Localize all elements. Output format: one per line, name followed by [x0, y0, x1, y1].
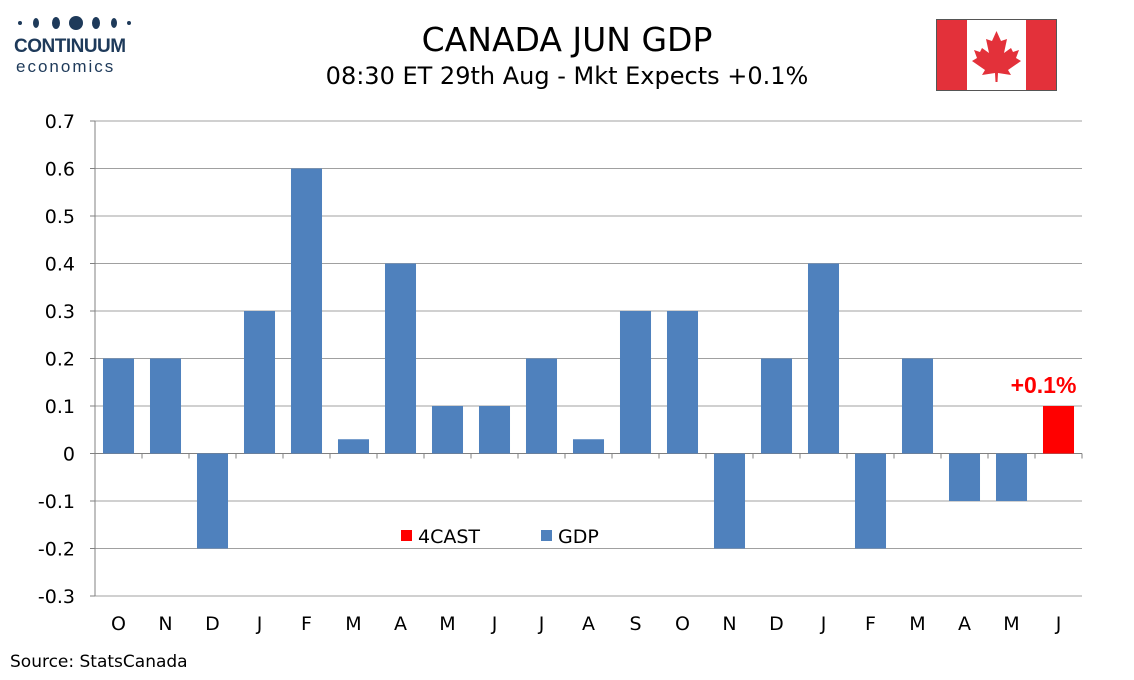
gdp-bar — [149, 358, 182, 454]
x-tick-label: O — [111, 613, 126, 635]
canada-flag-icon — [936, 19, 1057, 91]
x-tick-label: S — [629, 613, 641, 635]
y-tick-label: 0.5 — [45, 206, 75, 228]
forecast-bar — [1042, 406, 1075, 454]
gdp-bar — [619, 311, 652, 454]
gdp-bar — [666, 311, 699, 454]
gdp-bar — [337, 439, 370, 454]
gdp-bar — [948, 453, 981, 501]
x-tick-label: N — [158, 613, 172, 635]
y-tick-label: 0.3 — [45, 301, 75, 323]
chart-subtitle: 08:30 ET 29th Aug - Mkt Expects +0.1% — [325, 62, 809, 90]
x-tick-label: A — [582, 613, 595, 635]
x-tick-label: F — [865, 613, 876, 635]
logo-name: CONTINUUM — [14, 36, 126, 57]
x-tick-label: A — [394, 613, 407, 635]
gdp-bar — [901, 358, 934, 454]
gdp-bar — [478, 406, 511, 454]
legend-swatch — [401, 530, 412, 541]
x-tick-label: A — [958, 613, 971, 635]
y-tick-label: 0.6 — [45, 159, 75, 181]
x-tick-label: N — [722, 613, 736, 635]
y-tick-label: -0.1 — [38, 491, 75, 513]
x-tick-label: J — [820, 613, 827, 635]
y-tick-label: -0.3 — [38, 586, 75, 608]
y-tick-label: -0.2 — [38, 539, 75, 561]
x-tick-label: M — [345, 613, 361, 635]
x-tick-label: J — [491, 613, 498, 635]
x-tick-label: M — [439, 613, 455, 635]
x-tick-label: M — [909, 613, 925, 635]
y-tick-label: 0 — [63, 444, 75, 466]
y-tick-label: 0.2 — [45, 349, 75, 371]
x-tick-label: O — [675, 613, 690, 635]
continuum-logo: CONTINUUM economics — [14, 14, 144, 76]
gdp-bar — [760, 358, 793, 454]
y-tick-label: 0.1 — [45, 396, 75, 418]
gdp-bar — [525, 358, 558, 454]
gdp-bar — [290, 168, 323, 454]
gdp-bar — [995, 453, 1028, 501]
chart-title: CANADA JUN GDP — [421, 20, 713, 59]
legend-label: 4CAST — [418, 526, 480, 548]
gdp-bar — [243, 311, 276, 454]
x-tick-label: D — [205, 613, 220, 635]
x-tick-label: J — [538, 613, 545, 635]
x-tick-label: M — [1003, 613, 1019, 635]
legend-label: GDP — [558, 526, 599, 548]
y-tick-label: 0.4 — [45, 254, 75, 276]
x-tick-label: J — [256, 613, 263, 635]
forecast-annotation: +0.1% — [1011, 372, 1077, 398]
source-note: Source: StatsCanada — [10, 652, 188, 672]
y-tick-label: 0.7 — [45, 111, 75, 133]
logo-dots-icon — [18, 16, 131, 30]
gdp-bar — [196, 453, 229, 549]
gdp-bar — [854, 453, 887, 549]
gdp-bar — [807, 263, 840, 454]
gdp-bar — [713, 453, 746, 549]
gdp-bar — [431, 406, 464, 454]
x-tick-label: F — [301, 613, 312, 635]
legend-swatch — [541, 530, 552, 541]
x-tick-label: J — [1055, 613, 1062, 635]
gdp-bar — [572, 439, 605, 454]
logo-subtitle: economics — [16, 57, 116, 76]
gdp-bar — [102, 358, 135, 454]
gdp-bar — [384, 263, 417, 454]
x-tick-label: D — [769, 613, 784, 635]
